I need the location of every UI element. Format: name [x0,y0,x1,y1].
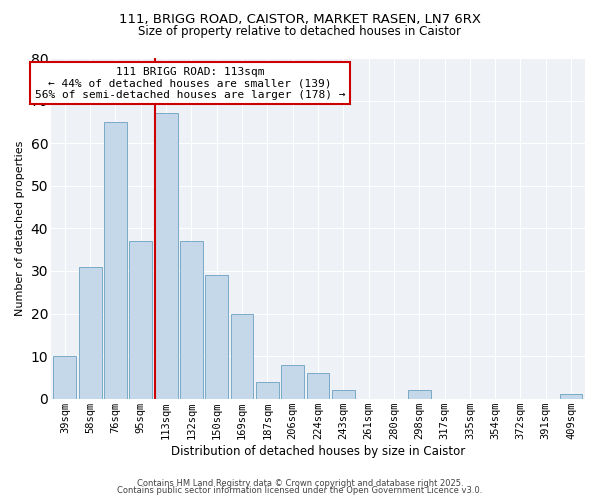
Bar [79,266,101,398]
Text: 111 BRIGG ROAD: 113sqm
← 44% of detached houses are smaller (139)
56% of semi-de: 111 BRIGG ROAD: 113sqm ← 44% of detached… [35,66,345,100]
Bar [256,382,279,398]
Y-axis label: Number of detached properties: Number of detached properties [15,140,25,316]
Bar [205,275,228,398]
Bar [155,114,178,399]
Text: Size of property relative to detached houses in Caistor: Size of property relative to detached ho… [139,25,461,38]
Bar [560,394,583,398]
Text: Contains HM Land Registry data © Crown copyright and database right 2025.: Contains HM Land Registry data © Crown c… [137,478,463,488]
Bar [180,241,203,398]
Bar [332,390,355,398]
X-axis label: Distribution of detached houses by size in Caistor: Distribution of detached houses by size … [171,444,465,458]
Bar [408,390,431,398]
Bar [281,364,304,398]
Text: 111, BRIGG ROAD, CAISTOR, MARKET RASEN, LN7 6RX: 111, BRIGG ROAD, CAISTOR, MARKET RASEN, … [119,12,481,26]
Bar [230,314,253,398]
Text: Contains public sector information licensed under the Open Government Licence v3: Contains public sector information licen… [118,486,482,495]
Bar [130,241,152,398]
Bar [307,373,329,398]
Bar [104,122,127,398]
Bar [53,356,76,399]
